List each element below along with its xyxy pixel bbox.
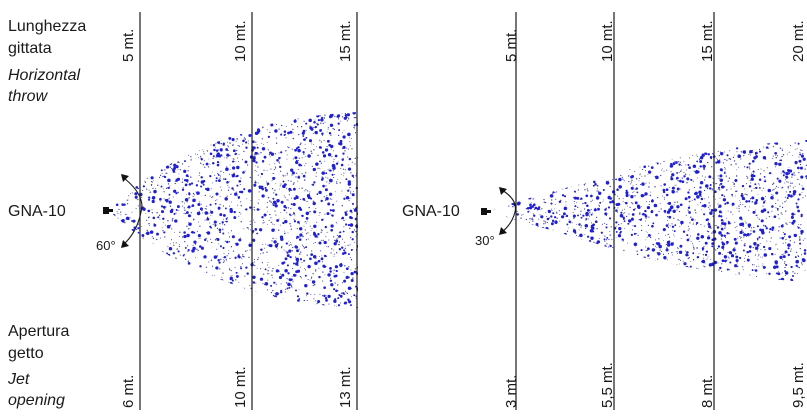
opening-distance-b-4: 9,5 mt. bbox=[790, 362, 807, 408]
opening-distance-b-1: 3 mt. bbox=[503, 375, 520, 408]
arc-arrow-bottom-b bbox=[499, 227, 507, 235]
nozzle-icon bbox=[481, 208, 491, 215]
arc-arrow-bottom-a bbox=[121, 240, 129, 248]
opening-distance-b-2: 5,5 mt. bbox=[599, 362, 616, 408]
opening-label-it-2: getto bbox=[8, 345, 44, 362]
opening-label-en-1: Jet bbox=[7, 371, 30, 388]
angle-label-b: 30° bbox=[475, 233, 495, 248]
throw-distance-b-1: 5 mt. bbox=[503, 29, 520, 62]
arc-arrow-top-b bbox=[499, 187, 507, 195]
model-label-a: GNA-10 bbox=[8, 203, 66, 220]
opening-label-it-1: Apertura bbox=[8, 323, 69, 340]
throw-distance-b-2: 10 mt. bbox=[599, 20, 616, 62]
throw-label-en-1: Horizontal bbox=[8, 67, 80, 84]
throw-distance-b-4: 20 mt. bbox=[790, 20, 807, 62]
opening-distance-b-3: 8 mt. bbox=[699, 375, 716, 408]
throw-distance-a-2: 10 mt. bbox=[232, 20, 249, 62]
throw-distance-b-3: 15 mt. bbox=[699, 20, 716, 62]
angle-arc-a bbox=[123, 177, 143, 245]
throw-label-it-2: gittata bbox=[8, 40, 52, 57]
opening-label-en-2: opening bbox=[8, 392, 65, 409]
angle-arc-b bbox=[501, 189, 517, 233]
throw-distance-a-1: 5 mt. bbox=[120, 29, 137, 62]
spray-cloud-a bbox=[108, 112, 358, 308]
opening-distance-a-2: 10 mt. bbox=[232, 366, 249, 408]
diagram-30-degree: 5 mt. 10 mt. 15 mt. 20 mt. 3 mt. 5,5 mt.… bbox=[402, 12, 807, 410]
angle-label-a: 60° bbox=[96, 238, 116, 253]
throw-label-en-2: throw bbox=[8, 88, 49, 105]
arc-arrow-top-a bbox=[121, 174, 129, 182]
spray-cloud-b bbox=[488, 140, 807, 282]
throw-label-it-1: Lunghezza bbox=[8, 18, 86, 35]
model-label-b: GNA-10 bbox=[402, 203, 460, 220]
throw-distance-a-3: 15 mt. bbox=[337, 20, 354, 62]
opening-distance-a-3: 13 mt. bbox=[337, 366, 354, 408]
opening-distance-a-1: 6 mt. bbox=[120, 375, 137, 408]
nozzle-icon bbox=[103, 207, 113, 214]
